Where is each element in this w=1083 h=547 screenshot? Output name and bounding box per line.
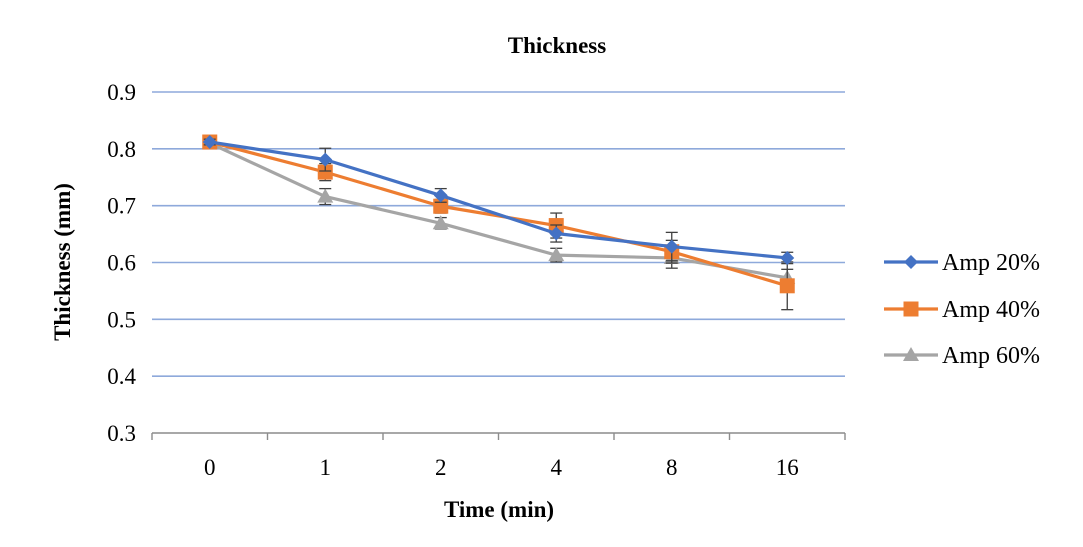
axes bbox=[151, 432, 846, 440]
series-line bbox=[209, 140, 788, 260]
data-point bbox=[664, 239, 679, 254]
x-tick-labels: 0 1 2 4 8 16 bbox=[204, 455, 799, 480]
legend-item: Amp 40% bbox=[884, 297, 1040, 323]
series-line bbox=[209, 141, 788, 280]
data-point bbox=[317, 164, 333, 180]
y-tick-labels: 0.3 0.4 0.5 0.6 0.7 0.8 0.9 bbox=[107, 80, 136, 446]
y-tick-label: 0.5 bbox=[107, 307, 136, 332]
gridlines bbox=[152, 91, 845, 377]
chart-title: Thickness bbox=[508, 33, 606, 58]
data-point bbox=[549, 226, 564, 241]
y-tick-label: 0.8 bbox=[107, 137, 136, 162]
legend-marker bbox=[904, 255, 918, 269]
data-point bbox=[432, 215, 449, 230]
y-tick-label: 0.3 bbox=[107, 421, 136, 446]
legend-marker bbox=[903, 301, 919, 317]
y-tick-label: 0.9 bbox=[107, 80, 136, 105]
legend: Amp 20% Amp 40% Amp 60% bbox=[884, 250, 1040, 369]
y-tick-label: 0.7 bbox=[107, 194, 136, 219]
x-tick-label: 0 bbox=[204, 455, 216, 480]
data-point bbox=[780, 250, 795, 265]
legend-label: Amp 20% bbox=[942, 250, 1040, 276]
y-tick-label: 0.6 bbox=[107, 251, 136, 276]
data-point bbox=[318, 152, 333, 167]
y-axis-title: Thickness (mm) bbox=[50, 183, 75, 341]
legend-item: Amp 20% bbox=[884, 250, 1040, 276]
data-point bbox=[433, 188, 448, 203]
x-tick-label: 4 bbox=[551, 455, 563, 480]
data-point bbox=[202, 135, 217, 150]
x-tick-label: 1 bbox=[320, 455, 332, 480]
legend-item: Amp 60% bbox=[884, 343, 1040, 369]
legend-marker bbox=[903, 347, 919, 361]
x-tick-label: 16 bbox=[776, 455, 799, 480]
x-tick-label: 2 bbox=[435, 455, 447, 480]
x-axis-title: Time (min) bbox=[444, 497, 554, 522]
data-point bbox=[548, 247, 565, 262]
legend-label: Amp 40% bbox=[942, 297, 1040, 323]
series-amp-40- bbox=[202, 134, 795, 311]
data-point bbox=[317, 188, 334, 203]
series-amp-60- bbox=[201, 135, 796, 288]
data-point bbox=[779, 278, 795, 294]
series-amp-20- bbox=[202, 135, 795, 265]
y-tick-label: 0.4 bbox=[107, 364, 136, 389]
x-tick-label: 8 bbox=[666, 455, 678, 480]
series-layer bbox=[201, 134, 796, 311]
legend-label: Amp 60% bbox=[942, 343, 1040, 369]
